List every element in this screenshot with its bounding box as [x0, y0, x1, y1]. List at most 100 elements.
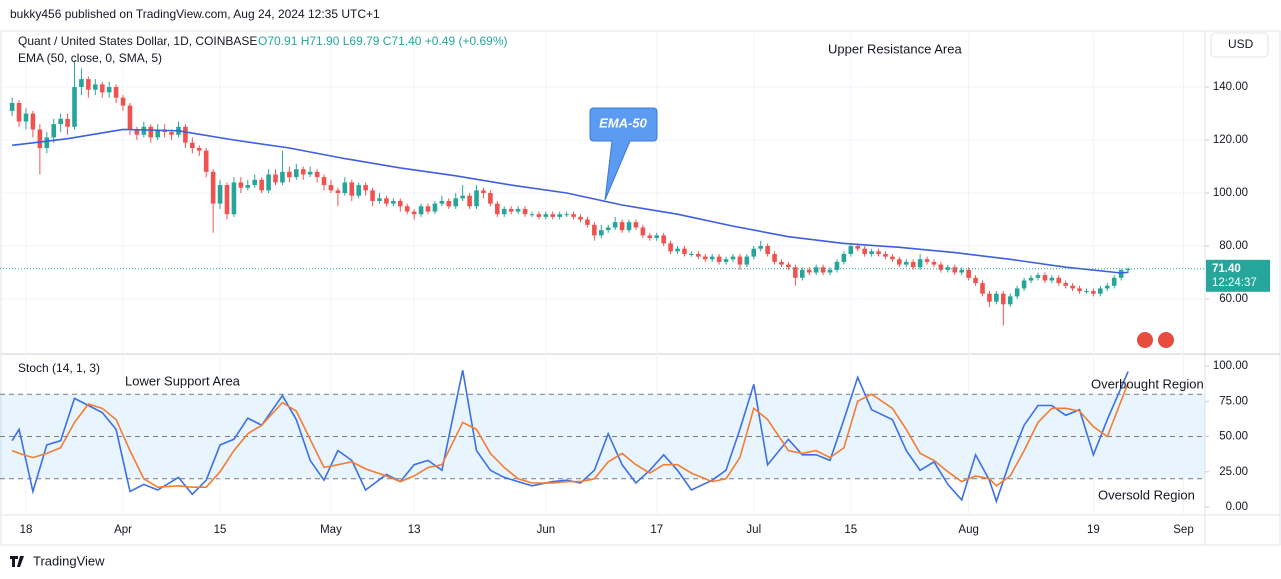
candle-body [1007, 296, 1013, 305]
candle-body [883, 253, 888, 257]
candle-body [377, 198, 382, 201]
candle-body [758, 246, 764, 249]
y-tick-label: 75.00 [1219, 395, 1248, 407]
candle-body [231, 182, 237, 215]
candle-body [834, 261, 840, 270]
candle-body [827, 269, 833, 273]
candle-body [51, 124, 57, 138]
x-tick-label: May [320, 524, 342, 536]
candle-body [508, 208, 514, 212]
candle-body [598, 230, 604, 236]
candle-body [44, 137, 50, 148]
y-tick-label: 100.00 [1213, 187, 1248, 199]
stoch-legend: Stoch (14, 1, 3) [18, 361, 100, 375]
candle-body [148, 126, 154, 138]
candle-body [37, 129, 43, 148]
candle-body [862, 248, 867, 254]
candle-body [93, 84, 98, 90]
x-tick-label: 17 [650, 524, 663, 536]
candle-body [287, 171, 292, 178]
candle-body [793, 267, 798, 278]
candle-body [550, 214, 556, 217]
candle-body [973, 277, 978, 284]
candle-body [418, 206, 424, 215]
candle-body [363, 185, 368, 191]
candle-body [585, 219, 590, 225]
candle-body [938, 264, 944, 270]
y-tick-label: 60.00 [1219, 293, 1248, 305]
candle-body [86, 79, 91, 90]
candle-body [203, 150, 209, 172]
candle-body [654, 235, 660, 239]
y-tick-label: 140.00 [1213, 81, 1248, 93]
candle-body [619, 222, 625, 231]
candle-body [65, 118, 70, 127]
candle-body [72, 87, 77, 127]
chart-frame [0, 30, 1281, 546]
candle-body [730, 256, 736, 260]
last-price-box [1206, 259, 1270, 292]
candle-body [391, 200, 396, 204]
currency-button[interactable] [1210, 32, 1269, 58]
candle-body [848, 246, 854, 254]
candle-body [980, 283, 985, 294]
candle-body [723, 259, 729, 262]
candle-body [605, 227, 611, 231]
symbol-legend: Quant / United States Dollar, 1D, COINBA… [18, 34, 257, 48]
candle-body [959, 269, 965, 273]
chart-layer: 0.00 25.00 50.00 75.00 100.00 18 Apr 15 May 13 Jun… [0, 33, 1270, 536]
resistance-annotation: Upper Resistance Area [828, 41, 962, 56]
candle-body [495, 203, 500, 215]
candle-body [855, 246, 861, 249]
ema-callout [589, 107, 658, 201]
candle-body [210, 171, 216, 204]
candle-body [806, 269, 812, 273]
candle-body [1049, 277, 1055, 281]
candle-body [564, 214, 569, 216]
candle-body [370, 190, 375, 201]
publisher-header: bukky456 published on TradingView.com, A… [10, 7, 380, 21]
candle-body [273, 174, 278, 183]
candle-body [474, 190, 479, 207]
candle-body [79, 79, 84, 88]
candle-body [16, 102, 22, 122]
candle-body [397, 200, 403, 207]
candle-body [668, 243, 673, 252]
candle-body [640, 227, 646, 236]
candle-body [945, 267, 951, 270]
last-price-label: 71.40 [1212, 263, 1241, 275]
candle-body [1111, 277, 1117, 286]
candle-body [696, 253, 701, 257]
candle-body [127, 105, 133, 130]
candle-body [1104, 285, 1110, 289]
candle-body [335, 190, 341, 194]
x-tick-label: 19 [1087, 524, 1100, 536]
candle-body [571, 214, 576, 217]
support-annotation: Lower Support Area [125, 373, 241, 388]
candle-body [321, 177, 327, 186]
candle-body [744, 256, 750, 265]
candle-body [245, 185, 251, 188]
x-tick-label: Apr [114, 524, 132, 536]
candle-body [890, 256, 895, 260]
candle-body [647, 235, 653, 239]
candle-body [799, 269, 805, 278]
overbought-annotation: Overbought Region [1091, 376, 1204, 391]
candle-body [300, 169, 306, 175]
candle-body [120, 97, 126, 106]
candle-body [917, 259, 923, 268]
oversold-annotation: Oversold Region [1098, 487, 1195, 502]
candle-body [772, 253, 777, 262]
candle-body [439, 200, 445, 204]
candle-body [1077, 288, 1082, 292]
candle-body [987, 293, 992, 302]
candle-body [1118, 270, 1124, 278]
candle-body [134, 129, 140, 135]
candle-body [314, 171, 320, 178]
candle-body [716, 256, 722, 262]
ema-line [12, 128, 1129, 274]
candle-body [543, 214, 549, 217]
candle-body [765, 246, 770, 254]
candle-body [1063, 283, 1068, 286]
